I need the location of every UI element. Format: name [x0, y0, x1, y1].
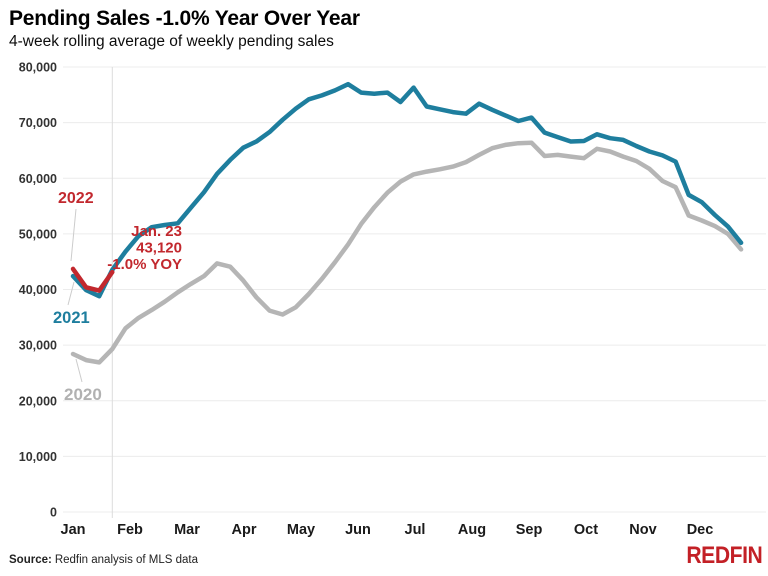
x-axis-label: Feb [117, 522, 143, 538]
source-text: Redfin analysis of MLS data [54, 554, 199, 566]
y-axis-label: 80,000 [19, 61, 57, 75]
x-axis-label: Jun [345, 522, 371, 538]
chart-subtitle: 4-week rolling average of weekly pending… [9, 33, 334, 50]
series-label-2022: 2022 [58, 190, 94, 207]
y-axis-label: 20,000 [19, 394, 57, 408]
x-axis-label: Mar [174, 522, 200, 538]
y-axis-label: 30,000 [19, 339, 57, 353]
y-axis-label: 50,000 [19, 227, 57, 241]
annotation-line: Jan. 23 [131, 223, 182, 240]
x-axis-label: Dec [687, 522, 714, 538]
y-axis-label: 40,000 [19, 283, 57, 297]
x-axis-label: May [287, 522, 315, 538]
y-axis-label: 70,000 [19, 116, 57, 130]
chart-header: Pending Sales -1.0% Year Over Year 4-wee… [9, 7, 360, 51]
series-label-leader-line [67, 281, 75, 306]
y-axis-label: 60,000 [19, 172, 57, 186]
series-label-2021: 2021 [53, 309, 90, 327]
series-label-leader-line [70, 208, 77, 262]
series-label-leader-line [75, 358, 83, 383]
series-line-2022 [70, 266, 115, 293]
pending-sales-line-chart: 0 10,000 20,000 30,000 40,000 50,000 60,000 70,… [19, 61, 766, 538]
x-axis-label: Oct [574, 522, 598, 538]
x-axis-label: Jan [61, 522, 86, 538]
x-axis-label: Nov [629, 522, 656, 538]
x-axis-label: Apr [232, 522, 257, 538]
redfin-logo: REDFIN [686, 542, 762, 569]
source-label: Source: [9, 554, 52, 566]
y-axis-label: 0 [50, 506, 57, 520]
source-note: Source: Redfin analysis of MLS data [9, 554, 198, 566]
x-axis-label: Aug [458, 522, 486, 538]
y-axis-label: 10,000 [19, 450, 57, 464]
chart-title: Pending Sales -1.0% Year Over Year [9, 7, 360, 30]
annotation-line: -1.0% YOY [107, 256, 182, 273]
series-line-2020 [70, 140, 744, 365]
x-axis-label: Sep [516, 522, 543, 538]
series-label-2020: 2020 [64, 385, 102, 404]
x-axis-label: Jul [405, 522, 426, 538]
series-line-2021 [70, 81, 744, 299]
annotation-line: 43,120 [136, 240, 182, 257]
